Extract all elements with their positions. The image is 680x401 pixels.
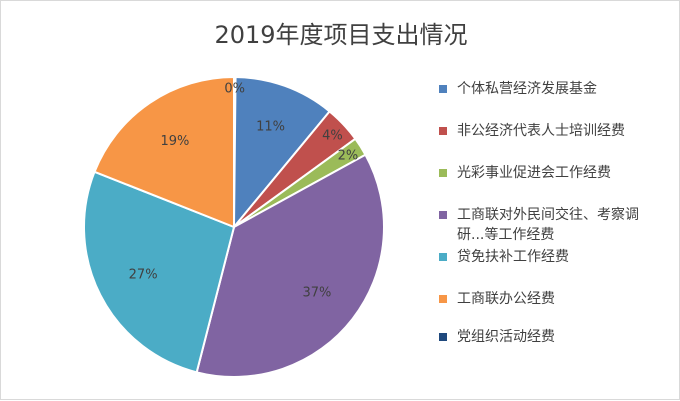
data-label-4: 37% (303, 285, 332, 300)
legend-label: 工商联办公经费 (457, 291, 555, 307)
legend-item-3: 光彩事业促进会工作经费 (439, 163, 675, 183)
legend-item-5: 贷免扶补工作经费 (439, 247, 675, 267)
legend-swatch (439, 253, 447, 261)
data-label-7: 0% (224, 82, 245, 97)
pie-slice-4 (195, 153, 385, 378)
legend-swatch (439, 295, 447, 303)
data-label-1: 11% (256, 119, 285, 134)
pie-slice-7 (233, 75, 237, 228)
pie-slices (83, 75, 385, 378)
legend-label: 贷免扶补工作经费 (457, 249, 569, 265)
legend-item-1: 个体私营经济发展基金 (439, 79, 675, 99)
legend-item-2: 非公经济代表人士培训经费 (439, 121, 675, 141)
legend-item-7: 党组织活动经费 (439, 327, 675, 347)
legend-label: 个体私营经济发展基金 (457, 81, 597, 97)
data-label-2: 4% (322, 129, 343, 144)
legend-swatch (439, 211, 447, 219)
legend-label: 非公经济代表人士培训经费 (457, 123, 625, 139)
legend-item-4: 工商联对外民间交往、考察调研...等工作经费 (439, 205, 675, 245)
legend-swatch (439, 169, 447, 177)
pie-slice-6 (93, 75, 235, 229)
legend-swatch (439, 127, 447, 135)
legend-label: 工商联对外民间交往、考察调研...等工作经费 (457, 207, 639, 243)
data-label-3: 2% (338, 149, 359, 164)
chart-title: 2019年度项目支出情况 (214, 21, 468, 49)
data-label-5: 27% (129, 267, 158, 282)
pie-slice-1 (233, 75, 332, 230)
legend-swatch (439, 85, 447, 93)
legend-swatch (439, 333, 447, 341)
legend-label: 光彩事业促进会工作经费 (457, 165, 611, 181)
legend-item-6: 工商联办公经费 (439, 289, 675, 309)
data-label-6: 19% (161, 134, 190, 149)
legend-label: 党组织活动经费 (457, 329, 555, 345)
pie-data-labels: 11% 4% 2% 37% 27% 19% 0% (129, 82, 359, 301)
pie-slice-5 (83, 170, 236, 374)
